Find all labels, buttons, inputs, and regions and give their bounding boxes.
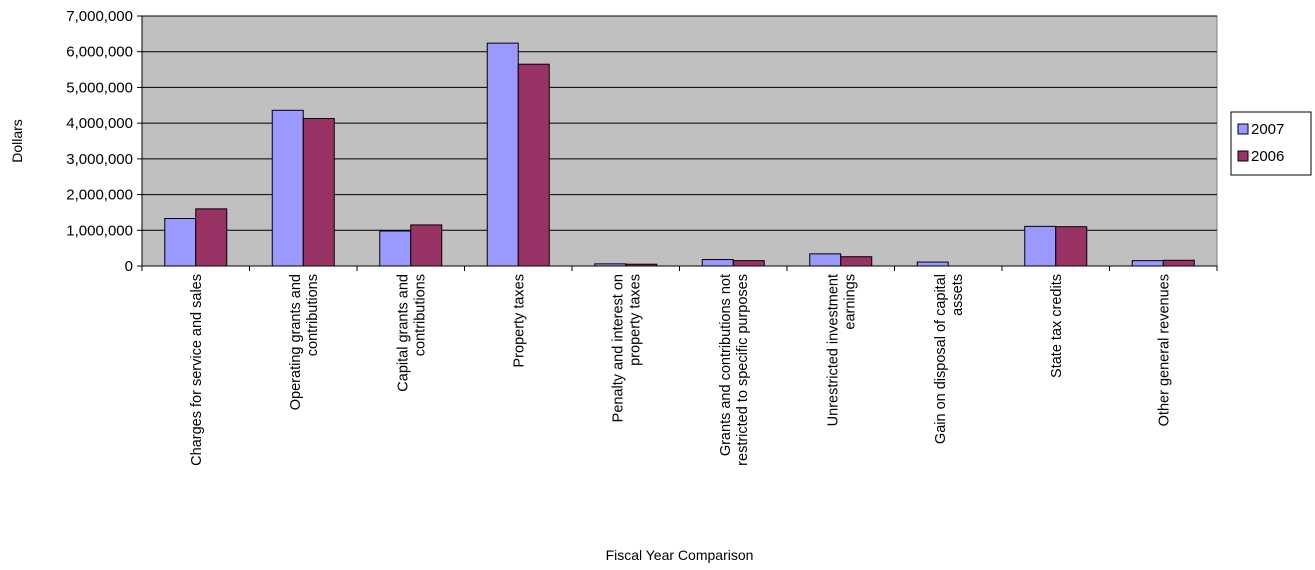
legend-box: [1230, 111, 1312, 176]
x-category-label: Operating grants andcontributions: [288, 274, 321, 410]
legend-label-2007: 2007: [1251, 121, 1284, 138]
bar-2006: [840, 256, 873, 267]
bar-2007: [271, 109, 304, 267]
y-tick-label: 6,000,000: [66, 44, 133, 61]
y-axis-title: Dollars: [9, 119, 25, 163]
legend-swatch-2006: [1237, 150, 1249, 162]
x-category-label: Charges for service and sales: [189, 274, 205, 466]
bar-2007: [701, 259, 734, 267]
legend: 2007 2006: [1230, 111, 1312, 176]
bar-2007: [809, 253, 842, 267]
bar-2007: [1131, 260, 1164, 267]
legend-swatch-2007: [1237, 123, 1249, 135]
bar-2007: [379, 230, 412, 267]
y-tick-label: 7,000,000: [66, 8, 133, 25]
bar-2006: [195, 208, 228, 267]
x-axis-category-labels: Charges for service and sales Operating g…: [189, 274, 1173, 466]
x-category-label: Property taxes: [511, 274, 527, 368]
bar-2007: [486, 42, 519, 267]
x-category-label: Capital grants andcontributions: [395, 274, 428, 392]
y-tick-label: 0: [125, 258, 133, 275]
bar-2007: [164, 218, 197, 267]
x-category-label: Unrestricted investmentearnings: [825, 274, 858, 426]
x-category-label: State tax credits: [1049, 274, 1065, 378]
y-tick-label: 4,000,000: [66, 115, 133, 132]
bars: [164, 42, 1195, 267]
bar-2007: [916, 261, 949, 267]
bar-2006: [517, 63, 550, 267]
y-tick-label: 1,000,000: [66, 222, 133, 239]
y-tick-label: 2,000,000: [66, 187, 133, 204]
bar-2006: [1055, 226, 1088, 267]
y-tick-label: 5,000,000: [66, 79, 133, 96]
bar-2006: [410, 224, 443, 267]
x-category-label: Grants and contributions notrestricted t…: [718, 274, 751, 466]
axes: [141, 16, 1218, 271]
y-tick-label: 3,000,000: [66, 151, 133, 168]
bar-2006: [302, 118, 335, 267]
x-category-label: Penalty and interest onproperty taxes: [610, 274, 643, 422]
legend-label-2006: 2006: [1251, 148, 1284, 165]
bar-2007: [1024, 225, 1057, 267]
y-axis-ticks: 0 1,000,000 2,000,000 3,000,000 4,000,000 5,0…: [66, 8, 142, 275]
x-axis-title: Fiscal Year Comparison: [606, 547, 754, 563]
x-category-label: Gain on disposal of capitalassets: [933, 274, 966, 444]
x-category-label: Other general revenues: [1156, 274, 1172, 426]
bar-2006: [1162, 259, 1195, 267]
bar-2006: [732, 260, 765, 267]
